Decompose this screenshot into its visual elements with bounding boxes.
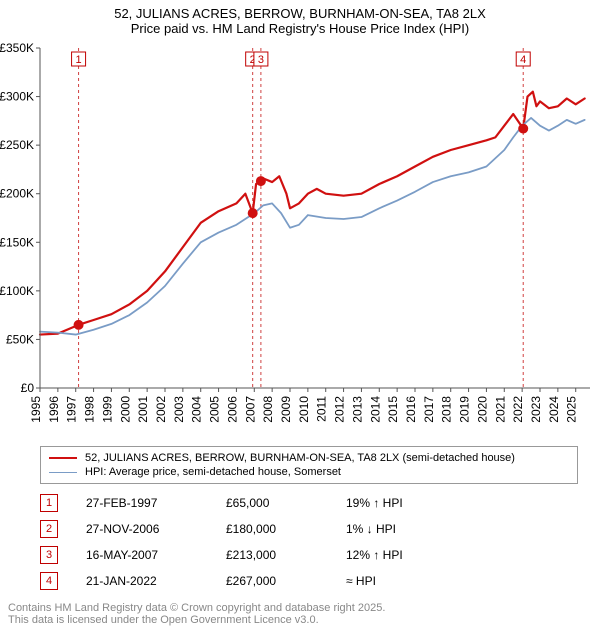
svg-text:£200K: £200K bbox=[0, 187, 34, 201]
event-pct: 19% ↑ HPI bbox=[346, 496, 496, 510]
event-badge: 4 bbox=[40, 572, 58, 590]
footnote-line-2: This data is licensed under the Open Gov… bbox=[8, 614, 592, 626]
legend: 52, JULIANS ACRES, BERROW, BURNHAM-ON-SE… bbox=[40, 446, 578, 484]
svg-text:2000: 2000 bbox=[118, 396, 132, 423]
svg-text:£100K: £100K bbox=[0, 284, 34, 298]
svg-text:£250K: £250K bbox=[0, 138, 34, 152]
table-row: 4 21-JAN-2022£267,000≈ HPI bbox=[40, 568, 560, 594]
event-price: £213,000 bbox=[226, 548, 346, 562]
svg-text:2021: 2021 bbox=[493, 396, 507, 423]
svg-text:2023: 2023 bbox=[529, 396, 543, 423]
table-row: 3 16-MAY-2007£213,00012% ↑ HPI bbox=[40, 542, 560, 568]
svg-text:£150K: £150K bbox=[0, 235, 34, 249]
svg-text:2003: 2003 bbox=[172, 396, 186, 423]
legend-swatch bbox=[49, 457, 77, 459]
event-badge: 1 bbox=[40, 494, 58, 512]
event-date: 16-MAY-2007 bbox=[86, 548, 226, 562]
event-price: £267,000 bbox=[226, 574, 346, 588]
svg-text:2018: 2018 bbox=[440, 396, 454, 423]
event-badge: 3 bbox=[40, 546, 58, 564]
svg-text:1999: 1999 bbox=[100, 396, 114, 423]
event-pct: ≈ HPI bbox=[346, 574, 496, 588]
event-badge: 2 bbox=[40, 520, 58, 538]
svg-text:1997: 1997 bbox=[65, 396, 79, 423]
svg-text:2005: 2005 bbox=[208, 396, 222, 423]
svg-text:2008: 2008 bbox=[261, 396, 275, 423]
svg-text:1995: 1995 bbox=[29, 396, 43, 423]
svg-text:2011: 2011 bbox=[315, 396, 329, 422]
svg-text:3: 3 bbox=[258, 54, 264, 66]
svg-text:£350K: £350K bbox=[0, 41, 34, 55]
svg-text:2006: 2006 bbox=[225, 396, 239, 423]
svg-text:2014: 2014 bbox=[368, 396, 382, 423]
chart-svg: £0 £50K £100K £150K £200K £250K £300K £350K 1995… bbox=[0, 38, 600, 438]
svg-text:2009: 2009 bbox=[279, 396, 293, 423]
event-price: £180,000 bbox=[226, 522, 346, 536]
event-table: 1 27-FEB-1997£65,00019% ↑ HPI 2 27-NOV-2006… bbox=[40, 490, 560, 594]
svg-text:1: 1 bbox=[76, 54, 82, 66]
event-date: 21-JAN-2022 bbox=[86, 574, 226, 588]
svg-text:1996: 1996 bbox=[47, 396, 61, 423]
svg-text:2022: 2022 bbox=[511, 396, 525, 423]
event-date: 27-NOV-2006 bbox=[86, 522, 226, 536]
title-block: 52, JULIANS ACRES, BERROW, BURNHAM-ON-SE… bbox=[0, 0, 600, 38]
svg-text:2020: 2020 bbox=[475, 396, 489, 423]
svg-text:2017: 2017 bbox=[422, 396, 436, 423]
event-date: 27-FEB-1997 bbox=[86, 496, 226, 510]
legend-label: 52, JULIANS ACRES, BERROW, BURNHAM-ON-SE… bbox=[85, 452, 515, 464]
legend-label: HPI: Average price, semi-detached house,… bbox=[85, 466, 341, 478]
svg-text:4: 4 bbox=[520, 54, 526, 66]
table-row: 2 27-NOV-2006£180,0001% ↓ HPI bbox=[40, 516, 560, 542]
event-pct: 1% ↓ HPI bbox=[346, 522, 496, 536]
svg-text:£50K: £50K bbox=[6, 332, 34, 346]
title-line-1: 52, JULIANS ACRES, BERROW, BURNHAM-ON-SE… bbox=[4, 6, 596, 21]
svg-text:2001: 2001 bbox=[136, 396, 150, 423]
chart: £0 £50K £100K £150K £200K £250K £300K £350K 1995… bbox=[0, 38, 600, 438]
svg-text:2004: 2004 bbox=[190, 396, 204, 423]
svg-text:2007: 2007 bbox=[243, 396, 257, 423]
svg-text:2013: 2013 bbox=[350, 396, 364, 423]
svg-text:2012: 2012 bbox=[333, 396, 347, 423]
legend-item: HPI: Average price, semi-detached house,… bbox=[49, 465, 569, 479]
legend-swatch bbox=[49, 472, 77, 473]
svg-text:2002: 2002 bbox=[154, 396, 168, 423]
svg-text:2010: 2010 bbox=[297, 396, 311, 423]
footnote-line-1: Contains HM Land Registry data © Crown c… bbox=[8, 602, 592, 614]
svg-text:£300K: £300K bbox=[0, 90, 34, 104]
svg-text:2025: 2025 bbox=[565, 396, 579, 423]
svg-text:2019: 2019 bbox=[458, 396, 472, 423]
svg-text:2015: 2015 bbox=[386, 396, 400, 423]
svg-text:2016: 2016 bbox=[404, 396, 418, 423]
svg-text:2024: 2024 bbox=[547, 396, 561, 423]
event-pct: 12% ↑ HPI bbox=[346, 548, 496, 562]
legend-item: 52, JULIANS ACRES, BERROW, BURNHAM-ON-SE… bbox=[49, 451, 569, 465]
event-price: £65,000 bbox=[226, 496, 346, 510]
footnote: Contains HM Land Registry data © Crown c… bbox=[8, 602, 592, 626]
svg-text:£0: £0 bbox=[21, 381, 35, 395]
svg-text:1998: 1998 bbox=[83, 396, 97, 423]
title-line-2: Price paid vs. HM Land Registry's House … bbox=[4, 21, 596, 36]
table-row: 1 27-FEB-1997£65,00019% ↑ HPI bbox=[40, 490, 560, 516]
